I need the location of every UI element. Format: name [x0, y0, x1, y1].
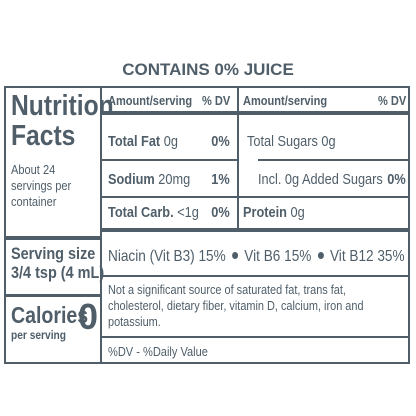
calories-note: per serving [11, 328, 66, 342]
vitamin-dv: 15% [198, 248, 226, 265]
nutrient-name: Protein [243, 204, 287, 221]
heading: Nutrition [11, 90, 114, 122]
calories-label: Calories [11, 302, 89, 328]
divider [100, 86, 102, 364]
vitamin-name: Niacin (Vit B3) [108, 248, 195, 265]
nutrient-dv: 0% [211, 204, 230, 221]
nutrient-amount: 20mg [158, 171, 191, 188]
nutrient-amount: 0g [290, 204, 305, 221]
nutrient-name: Total Sugars [247, 133, 318, 150]
nutrient: Protein 0g [243, 204, 305, 221]
rule [102, 111, 408, 115]
nutrient-dv: 1% [211, 171, 230, 188]
divider [237, 86, 239, 230]
separator [232, 252, 238, 259]
column-header: Amount/serving [108, 93, 193, 108]
vitamin-name: Vit B6 [244, 248, 281, 265]
nutrient: Total Sugars 0g [247, 133, 336, 150]
vitamin-dv: 35% [377, 248, 405, 265]
rule [102, 159, 237, 161]
footnote: %DV - %Daily Value [108, 344, 208, 359]
nutrient-name: Incl. 0g Added Sugars [258, 171, 383, 188]
rule [258, 159, 408, 161]
nutrient-dv: 0% [211, 133, 230, 150]
vitamin-dv: 15% [284, 248, 312, 265]
nutrient: Total Carb. <1g [108, 204, 199, 221]
rule [102, 196, 408, 198]
nutrient-name: Sodium [108, 171, 155, 188]
nutrient-dv: 0% [387, 171, 406, 188]
serving-size-label: Serving size [11, 244, 96, 263]
column-header: % DV [377, 93, 406, 108]
column-header: % DV [201, 93, 230, 108]
label-box [4, 86, 410, 364]
disclaimer: Not a significant source of saturated fa… [108, 282, 364, 329]
separator [317, 252, 324, 259]
vitamins: Niacin (Vit B3) 15% Vit B6 15% Vit B12 3… [108, 248, 405, 266]
rule [102, 336, 408, 338]
servings: About 24 servings per container [11, 162, 72, 209]
title: CONTAINS 0% JUICE [122, 60, 294, 79]
calories: 0 [77, 296, 98, 337]
column-header: Amount/serving [243, 93, 328, 108]
nutrient: Sodium 20mg [108, 171, 190, 188]
serving-size: 3/4 tsp (4 mL) [11, 263, 105, 282]
rule [4, 294, 100, 297]
nutrient-amount: 0g [163, 133, 178, 150]
rule [4, 236, 100, 240]
vitamin-name: Vit B12 [329, 248, 374, 265]
heading: Facts [11, 120, 76, 152]
rule [102, 275, 408, 277]
nutrient-amount: <1g [177, 204, 199, 221]
nutrient: Total Fat 0g [108, 133, 178, 150]
rule [102, 228, 408, 232]
nutrient-amount: 0g [321, 133, 336, 150]
nutrient-name: Total Fat [108, 133, 161, 150]
nutrient-name: Total Carb. [108, 204, 174, 221]
